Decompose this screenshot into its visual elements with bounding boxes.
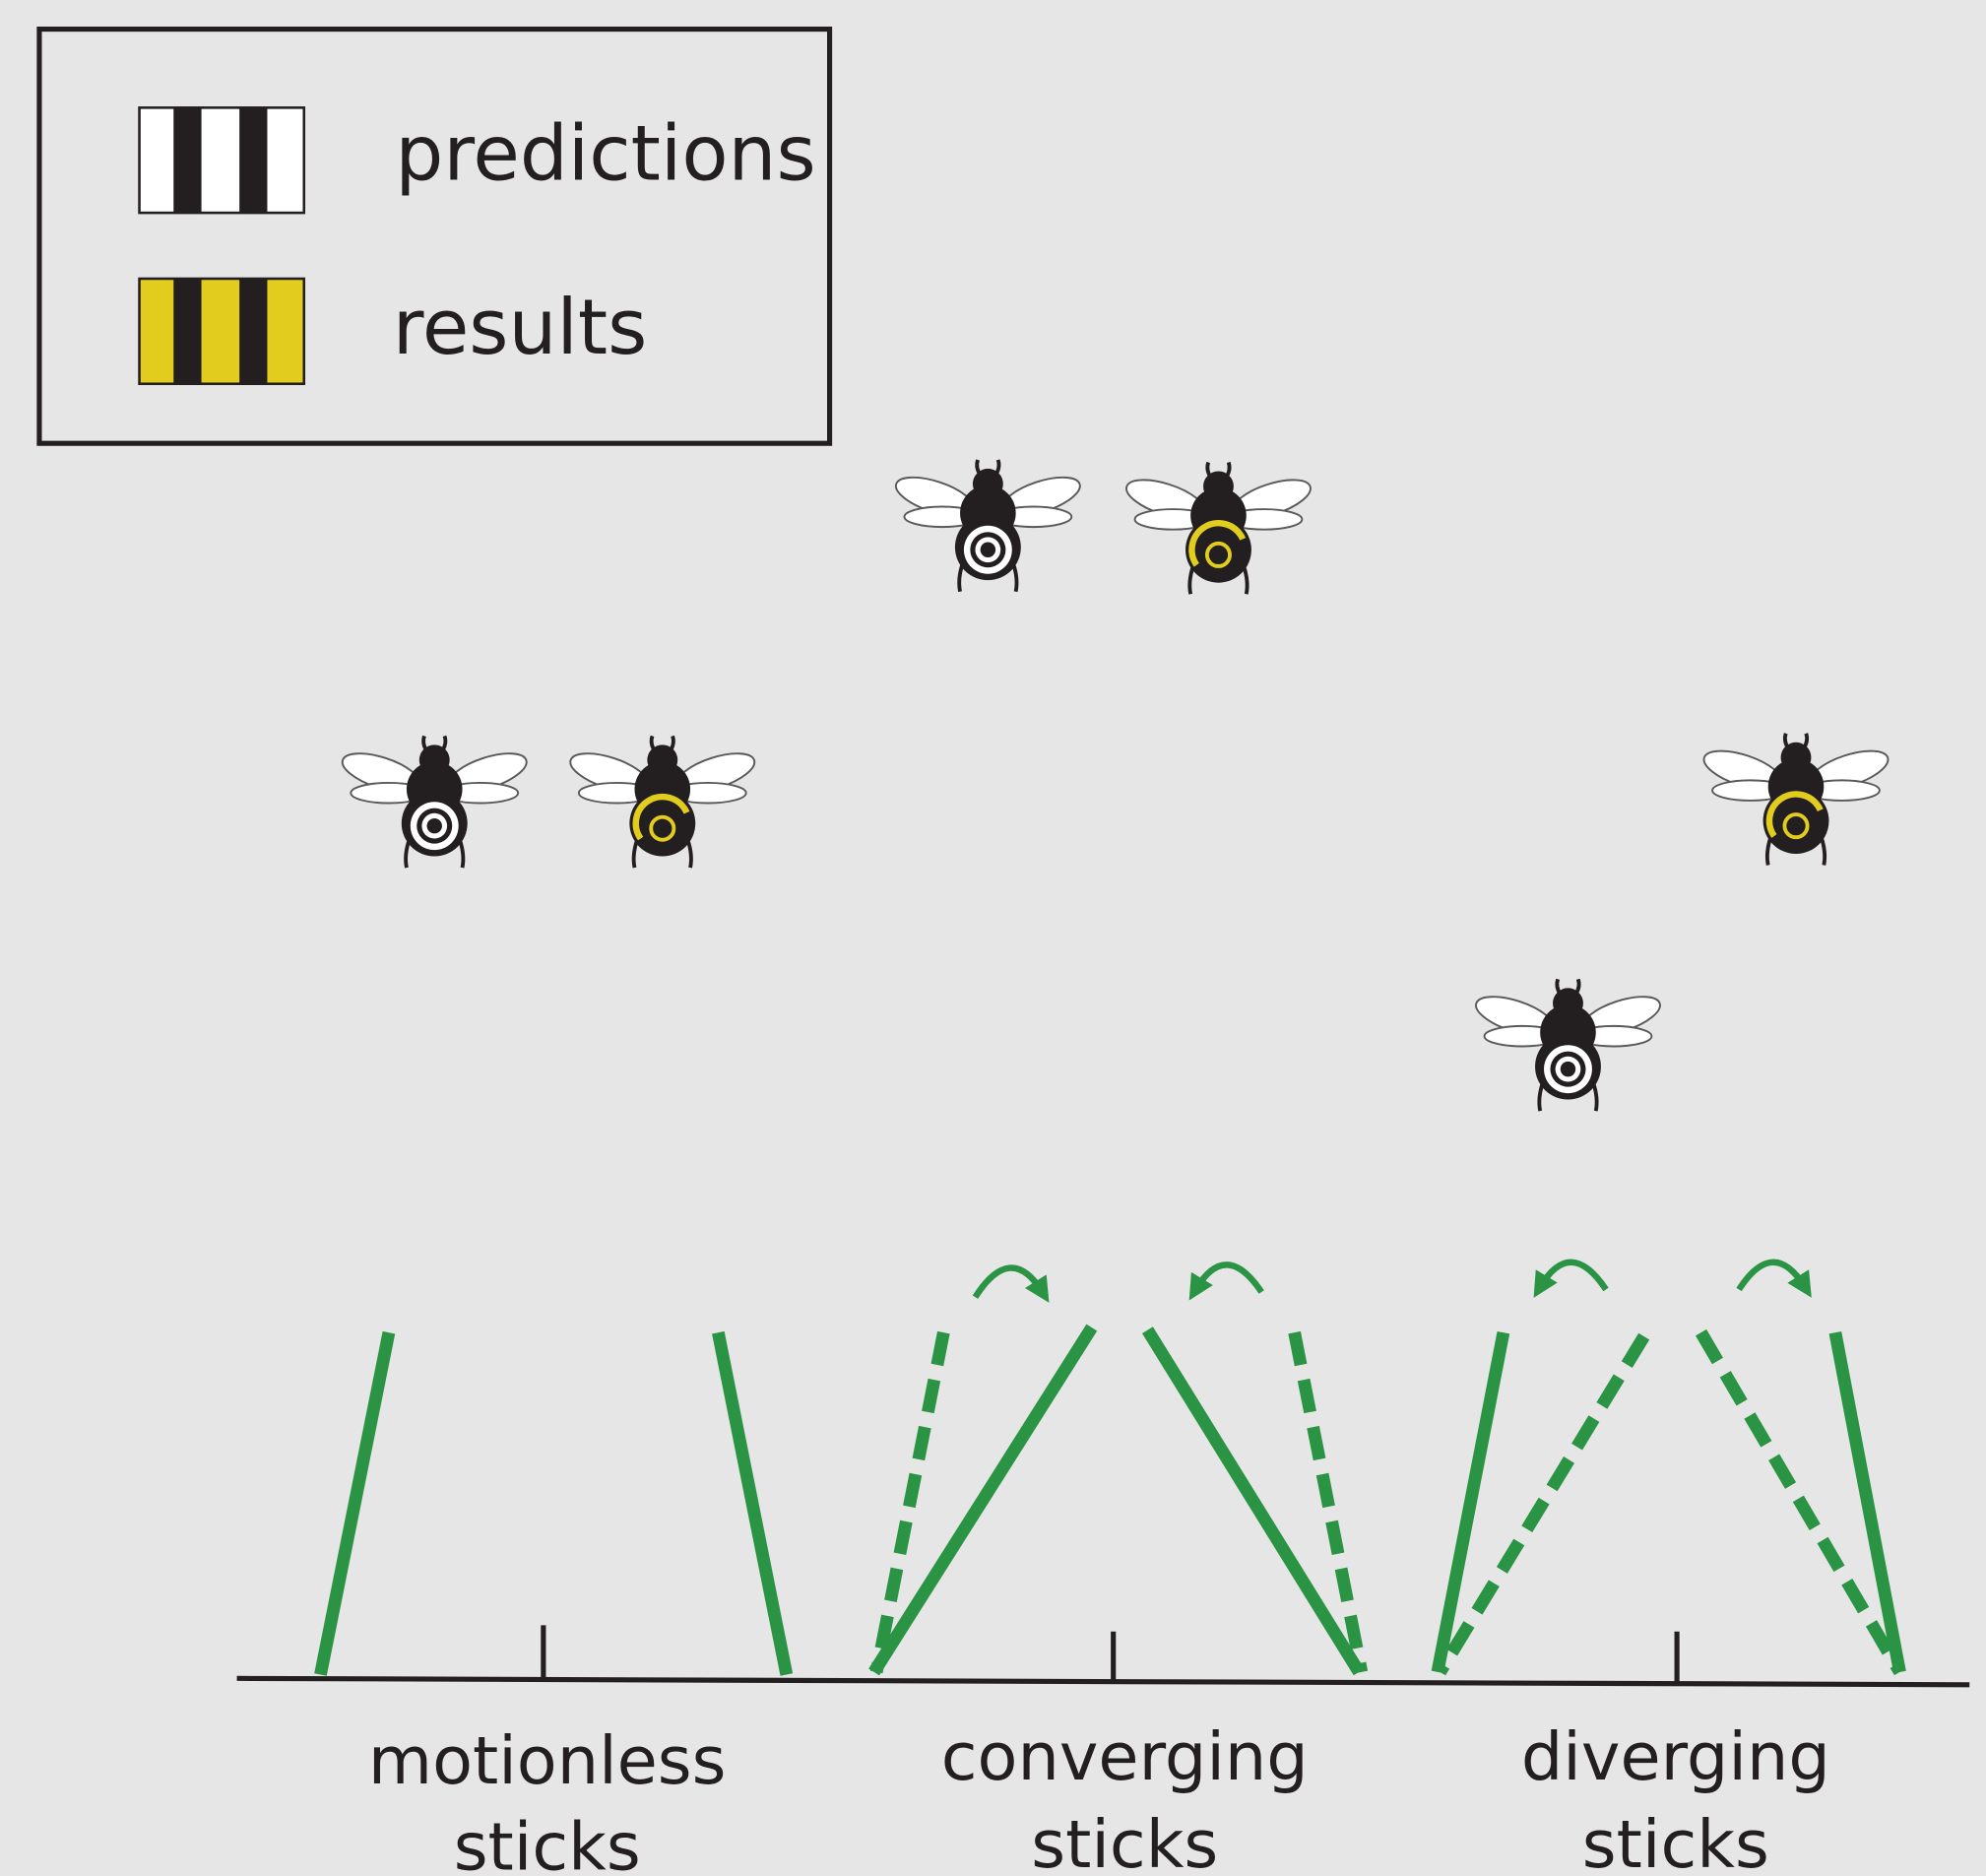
- motion-arrows: [975, 1262, 1805, 1297]
- condition-label: motionless: [368, 1722, 727, 1799]
- sticks: [320, 1327, 1899, 1674]
- ground: [237, 1625, 1970, 1684]
- page: {"legend": {"items": [{"label": "predict…: [0, 0, 1986, 1876]
- condition-label: sticks: [1582, 1806, 1769, 1876]
- legend-swatch-predictions: [140, 107, 304, 213]
- condition-label: sticks: [1031, 1806, 1218, 1876]
- condition-label: sticks: [454, 1809, 641, 1876]
- condition-label: diverging: [1521, 1718, 1830, 1795]
- diagram: predictions results motionless: [0, 0, 1986, 1876]
- legend-label: predictions: [395, 110, 815, 199]
- bees: [338, 460, 1892, 1111]
- legend-swatch-results: [140, 279, 304, 384]
- condition-label: converging: [941, 1718, 1309, 1795]
- legend-label: results: [393, 284, 647, 372]
